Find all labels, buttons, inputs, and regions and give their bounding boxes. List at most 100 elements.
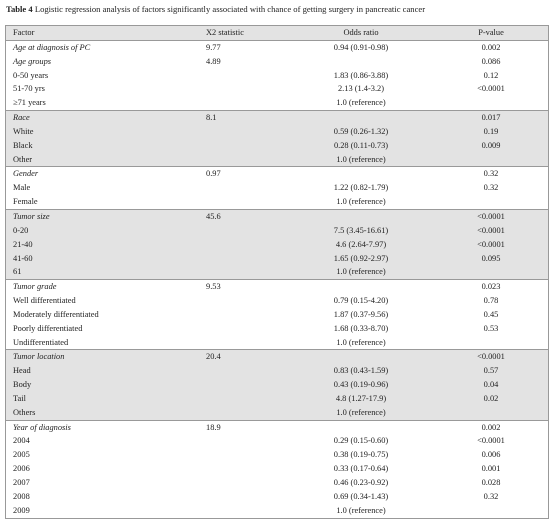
odds-ratio: 1.0 (reference) (336, 337, 386, 347)
odds-ratio: 0.38 (0.19-0.75) (333, 450, 389, 460)
table-row: Female 1.0 (reference) (6, 195, 548, 209)
odds-ratio: 0.33 (0.17-0.64) (333, 464, 389, 474)
factor: 0-20 (13, 225, 29, 235)
x2-statistic: 20.4 (206, 352, 221, 362)
odds-ratio: 0.46 (0.23-0.92) (333, 478, 389, 487)
table-row: Well differentiated 0.79 (0.15-4.20) 0.78 (6, 294, 548, 308)
group-row: Race 8.1 0.017 (6, 110, 548, 125)
table-row: 2007 0.46 (0.23-0.92) 0.028 (6, 476, 548, 490)
p-value: 0.19 (483, 126, 499, 136)
odds-ratio: 0.43 (0.19-0.96) (333, 380, 389, 390)
factor: Black (13, 140, 33, 150)
p-value: <0.0001 (477, 239, 505, 249)
p-value: 0.45 (483, 309, 499, 319)
factor: Female (13, 197, 38, 207)
table-row: 2009 1.0 (reference) (6, 504, 548, 518)
table-row: Others 1.0 (reference) (6, 405, 548, 420)
factor: 51-70 yrs (13, 84, 45, 94)
odds-ratio: 0.59 (0.26-1.32) (333, 126, 389, 136)
odds-ratio: 1.83 (0.86-3.88) (333, 70, 389, 80)
group-name: Year of diagnosis (13, 422, 71, 432)
p-value: 0.04 (483, 380, 499, 390)
factor: 2005 (13, 450, 30, 460)
p-value: 0.023 (481, 282, 501, 292)
p-value: 0.028 (481, 478, 501, 487)
p-value: 0.006 (481, 450, 501, 460)
odds-ratio: 4.6 (2.64-7.97) (335, 239, 387, 249)
group-row: Year of diagnosis 18.9 0.002 (6, 419, 548, 435)
table-row: Black 0.28 (0.11-0.73) 0.009 (6, 138, 548, 153)
odds-ratio: 1.68 (0.33-8.70) (333, 323, 389, 333)
group-name: Age at diagnosis of PC (13, 42, 91, 52)
table-caption: Table 4 Logistic regression analysis of … (6, 4, 425, 14)
table-row: 2008 0.69 (0.34-1.43) 0.32 (6, 490, 548, 504)
table-row: 2005 0.38 (0.19-0.75) 0.006 (6, 448, 548, 462)
odds-ratio: 7.5 (3.45-16.61) (333, 225, 389, 235)
x2-statistic: 9.77 (206, 42, 221, 52)
odds-ratio: 1.0 (reference) (336, 407, 386, 417)
table-row: Body 0.43 (0.19-0.96) 0.04 (6, 378, 548, 392)
factor: Tail (13, 393, 26, 403)
odds-ratio: 0.29 (0.15-0.60) (333, 436, 389, 446)
factor: Moderately differentiated (13, 309, 99, 319)
header-factor: Factor (13, 28, 35, 37)
odds-ratio: 1.22 (0.82-1.79) (333, 183, 389, 193)
factor: White (13, 126, 34, 136)
factor: Undifferentiated (13, 337, 69, 347)
group-name: Tumor size (13, 211, 50, 221)
p-value: 0.009 (481, 140, 501, 150)
header-row: Factor X2 statistic Odds ratio P-value (6, 26, 548, 40)
factor: 0-50 years (13, 70, 49, 80)
table-row: Tail 4.8 (1.27-17.9) 0.02 (6, 391, 548, 406)
p-value: 0.002 (481, 42, 501, 52)
factor: Male (13, 183, 31, 193)
x2-statistic: 8.1 (206, 113, 217, 123)
group-row: Tumor grade 9.53 0.023 (6, 279, 548, 294)
odds-ratio: 1.0 (reference) (336, 505, 386, 515)
factor: 2008 (13, 491, 30, 501)
odds-ratio: 0.94 (0.91-0.98) (333, 42, 389, 52)
table-row: Undifferentiated 1.0 (reference) (6, 336, 548, 350)
odds-ratio: 4.8 (1.27-17.9) (335, 393, 387, 403)
odds-ratio: 1.87 (0.37-9.56) (333, 309, 389, 319)
factor: Poorly differentiated (13, 323, 83, 333)
p-value: 0.32 (483, 183, 499, 193)
odds-ratio: 0.83 (0.43-1.59) (333, 366, 389, 376)
group-row: Tumor size 45.6 <0.0001 (6, 208, 548, 224)
group-name: Gender (13, 169, 39, 179)
table-row: 2006 0.33 (0.17-0.64) 0.001 (6, 462, 548, 476)
p-value: 0.57 (483, 366, 499, 376)
table-row: Male 1.22 (0.82-1.79) 0.32 (6, 181, 548, 195)
factor: 2004 (13, 436, 30, 446)
p-value: 0.086 (481, 56, 501, 66)
x2-statistic: 45.6 (206, 211, 221, 221)
odds-ratio: 1.65 (0.92-2.97) (333, 253, 389, 263)
table-row: 21-40 4.6 (2.64-7.97) <0.0001 (6, 237, 548, 252)
p-value: 0.001 (481, 464, 501, 474)
group-name: Tumor location (13, 352, 65, 362)
p-value: <0.0001 (477, 352, 505, 362)
odds-ratio: 1.0 (reference) (336, 98, 386, 108)
p-value: <0.0001 (477, 436, 505, 446)
x2-statistic: 4.89 (206, 56, 221, 66)
factor: 21-40 (13, 239, 33, 249)
odds-ratio: 1.0 (reference) (336, 267, 386, 277)
p-value: 0.12 (483, 70, 499, 80)
odds-ratio: 0.69 (0.34-1.43) (333, 491, 389, 501)
table-row: 0-20 7.5 (3.45-16.61) <0.0001 (6, 223, 548, 238)
x2-statistic: 18.9 (206, 422, 221, 432)
table-row: 61 1.0 (reference) (6, 265, 548, 280)
table-row: Head 0.83 (0.43-1.59) 0.57 (6, 364, 548, 379)
group-name: Race (13, 113, 30, 123)
odds-ratio: 1.0 (reference) (336, 154, 386, 164)
factor: 2007 (13, 478, 30, 487)
factor: Body (13, 380, 32, 390)
factor: 2006 (13, 464, 30, 474)
odds-ratio: 2.13 (1.4-3.2) (337, 84, 385, 94)
p-value: 0.32 (483, 169, 499, 179)
factor: Other (13, 154, 33, 164)
p-value: 0.78 (483, 296, 499, 306)
group-row: Gender 0.97 0.32 (6, 166, 548, 181)
header-p: P-value (478, 28, 504, 37)
